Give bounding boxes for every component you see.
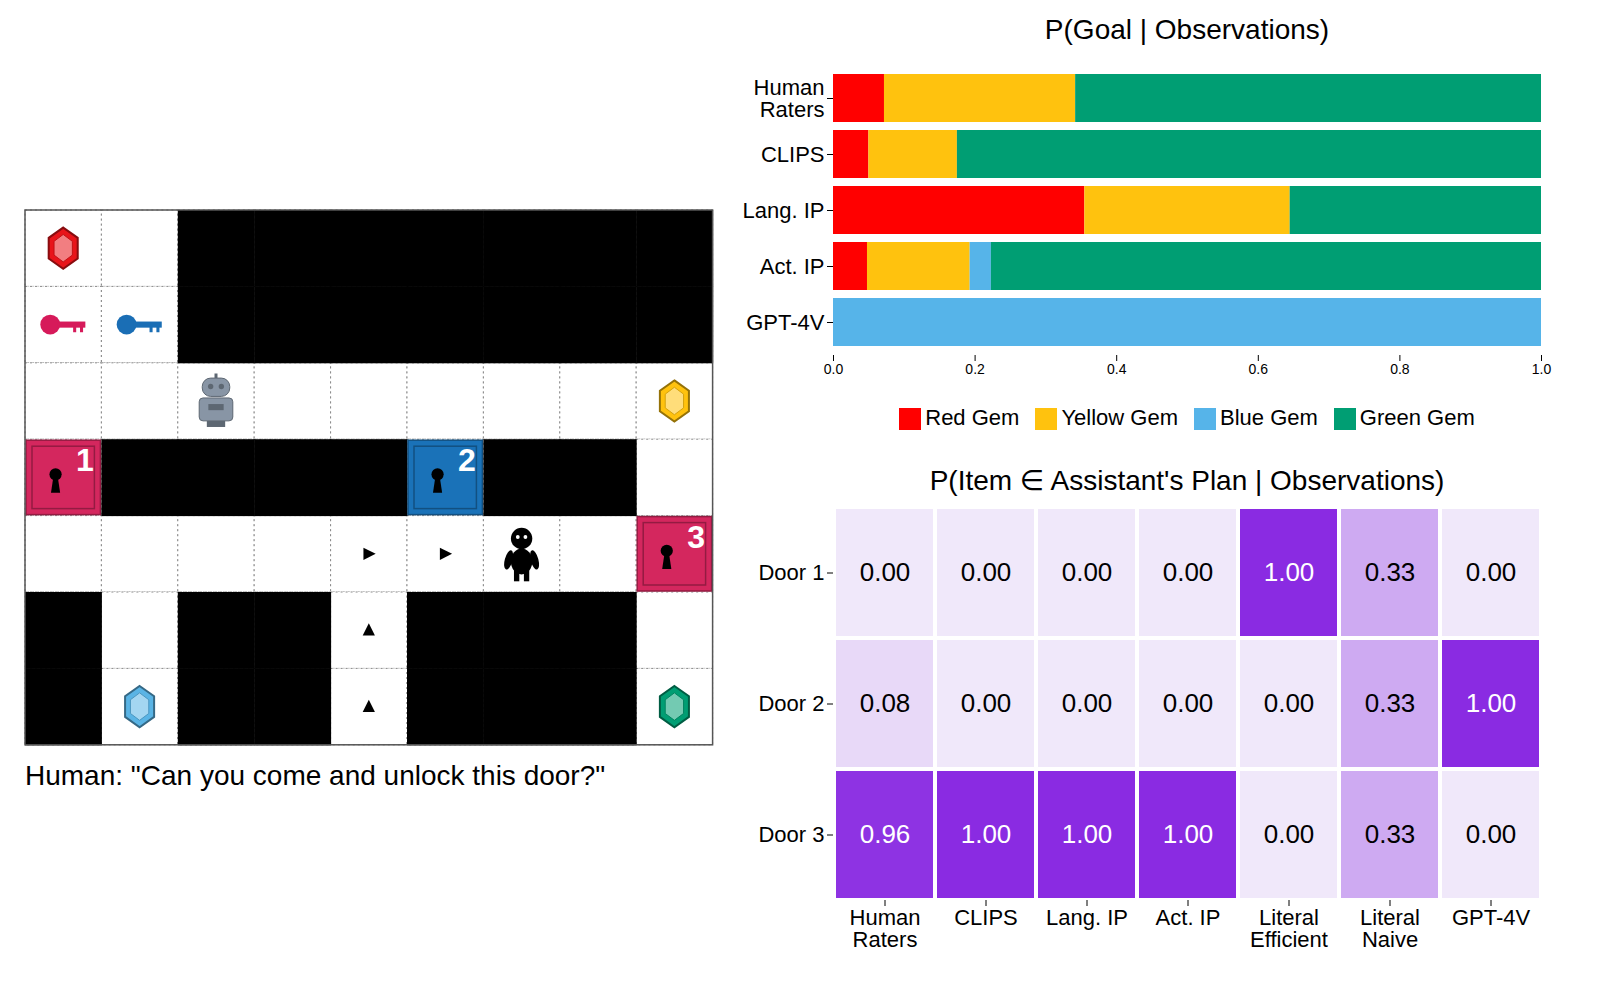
html-text:Red Gem: Red Gem xyxy=(925,405,1020,430)
html-text:P(Item ∈ Assistant's Plan | Ob: P(Item ∈ Assistant's Plan | Observations… xyxy=(929,465,1445,496)
html-text:Green Gem: Green Gem xyxy=(1359,405,1475,430)
svg-text:0.33: 0.33 xyxy=(1365,688,1416,718)
svg-text:2: 2 xyxy=(458,442,476,478)
svg-text:0.00: 0.00 xyxy=(1264,819,1315,849)
svg-text:Door 2: Door 2 xyxy=(758,691,824,716)
svg-text:Act. IP: Act. IP xyxy=(1156,905,1221,930)
svg-text:1.0: 1.0 xyxy=(1532,361,1552,377)
svg-text:Lang. IP: Lang. IP xyxy=(743,198,825,223)
svg-text:1.00: 1.00 xyxy=(1264,557,1315,587)
svg-text:LiteralEfficient: LiteralEfficient xyxy=(1250,905,1328,952)
svg-text:0.00: 0.00 xyxy=(1264,688,1315,718)
svg-text:0.4: 0.4 xyxy=(1107,361,1127,377)
svg-text:CLIPS: CLIPS xyxy=(954,905,1018,930)
html-text:Human: "Can you come and unloc: Human: "Can you come and unlock this doo… xyxy=(25,760,606,791)
svg-text:0.2: 0.2 xyxy=(965,361,985,377)
svg-text:0.00: 0.00 xyxy=(1163,557,1214,587)
svg-text:1.00: 1.00 xyxy=(1062,819,1113,849)
svg-text:0.08: 0.08 xyxy=(860,688,911,718)
svg-text:0.00: 0.00 xyxy=(860,557,911,587)
svg-text:3: 3 xyxy=(687,519,705,555)
html-text:Blue Gem: Blue Gem xyxy=(1220,405,1318,430)
svg-text:0.00: 0.00 xyxy=(1466,819,1517,849)
svg-text:0.00: 0.00 xyxy=(1466,557,1517,587)
svg-text:0.6: 0.6 xyxy=(1249,361,1269,377)
svg-text:0.00: 0.00 xyxy=(961,557,1012,587)
svg-text:GPT-4V: GPT-4V xyxy=(746,310,825,335)
svg-text:0.96: 0.96 xyxy=(860,819,911,849)
svg-text:HumanRaters: HumanRaters xyxy=(754,75,825,122)
svg-text:1.00: 1.00 xyxy=(1466,688,1517,718)
svg-text:1.00: 1.00 xyxy=(961,819,1012,849)
html-text:P(Goal | Observations): P(Goal | Observations) xyxy=(1044,14,1330,45)
svg-text:0.00: 0.00 xyxy=(961,688,1012,718)
svg-text:Act. IP: Act. IP xyxy=(760,254,825,279)
svg-text:0.0: 0.0 xyxy=(824,361,844,377)
svg-text:CLIPS: CLIPS xyxy=(761,142,825,167)
svg-text:0.8: 0.8 xyxy=(1390,361,1410,377)
svg-text:0.00: 0.00 xyxy=(1062,688,1113,718)
svg-text:GPT-4V: GPT-4V xyxy=(1452,905,1531,930)
svg-text:Door 1: Door 1 xyxy=(758,560,824,585)
html-text:Yellow Gem: Yellow Gem xyxy=(1061,405,1178,430)
svg-text:Door 3: Door 3 xyxy=(758,822,824,847)
svg-text:LiteralNaive: LiteralNaive xyxy=(1360,905,1420,952)
svg-text:1: 1 xyxy=(76,442,94,478)
svg-text:0.33: 0.33 xyxy=(1365,557,1416,587)
svg-text:0.00: 0.00 xyxy=(1062,557,1113,587)
svg-text:1.00: 1.00 xyxy=(1163,819,1214,849)
svg-text:HumanRaters: HumanRaters xyxy=(850,905,921,952)
svg-text:Lang. IP: Lang. IP xyxy=(1046,905,1128,930)
svg-text:0.00: 0.00 xyxy=(1163,688,1214,718)
svg-text:0.33: 0.33 xyxy=(1365,819,1416,849)
